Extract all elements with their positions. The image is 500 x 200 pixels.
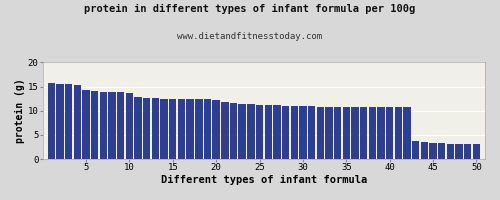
Bar bbox=[65, 84, 72, 159]
Bar bbox=[204, 99, 211, 159]
Bar bbox=[126, 93, 133, 159]
Bar bbox=[386, 107, 394, 159]
Bar bbox=[430, 143, 436, 159]
Bar bbox=[412, 141, 420, 159]
Bar bbox=[48, 83, 55, 159]
Bar bbox=[178, 99, 185, 159]
Bar bbox=[299, 106, 306, 159]
Bar bbox=[438, 143, 446, 159]
Bar bbox=[247, 104, 254, 159]
Bar bbox=[456, 144, 462, 159]
Bar bbox=[316, 107, 324, 159]
Bar bbox=[91, 91, 98, 159]
Bar bbox=[377, 107, 384, 159]
Bar bbox=[82, 90, 90, 159]
X-axis label: Different types of infant formula: Different types of infant formula bbox=[160, 175, 367, 185]
Bar bbox=[282, 106, 289, 159]
Bar bbox=[152, 98, 159, 159]
Text: www.dietandfitnesstoday.com: www.dietandfitnesstoday.com bbox=[178, 32, 322, 41]
Bar bbox=[264, 105, 272, 159]
Bar bbox=[464, 144, 471, 159]
Bar bbox=[212, 100, 220, 159]
Bar bbox=[143, 98, 150, 159]
Bar bbox=[56, 84, 64, 159]
Bar bbox=[238, 104, 246, 159]
Bar bbox=[472, 144, 480, 159]
Bar bbox=[394, 107, 402, 159]
Bar bbox=[169, 99, 176, 159]
Bar bbox=[134, 97, 142, 159]
Bar bbox=[446, 144, 454, 159]
Bar bbox=[74, 85, 81, 159]
Bar bbox=[420, 142, 428, 159]
Bar bbox=[342, 107, 350, 159]
Bar bbox=[334, 107, 342, 159]
Text: protein in different types of infant formula per 100g: protein in different types of infant for… bbox=[84, 4, 415, 14]
Bar bbox=[186, 99, 194, 159]
Bar bbox=[325, 107, 332, 159]
Bar bbox=[273, 105, 280, 159]
Bar bbox=[368, 107, 376, 159]
Bar bbox=[404, 107, 410, 159]
Bar bbox=[100, 92, 107, 159]
Bar bbox=[160, 99, 168, 159]
Bar bbox=[290, 106, 298, 159]
Bar bbox=[256, 105, 263, 159]
Bar bbox=[308, 106, 315, 159]
Bar bbox=[230, 103, 237, 159]
Bar bbox=[117, 92, 124, 159]
Bar bbox=[360, 107, 368, 159]
Bar bbox=[195, 99, 202, 159]
Bar bbox=[221, 102, 228, 159]
Bar bbox=[108, 92, 116, 159]
Y-axis label: protein (g): protein (g) bbox=[15, 78, 25, 143]
Bar bbox=[351, 107, 358, 159]
